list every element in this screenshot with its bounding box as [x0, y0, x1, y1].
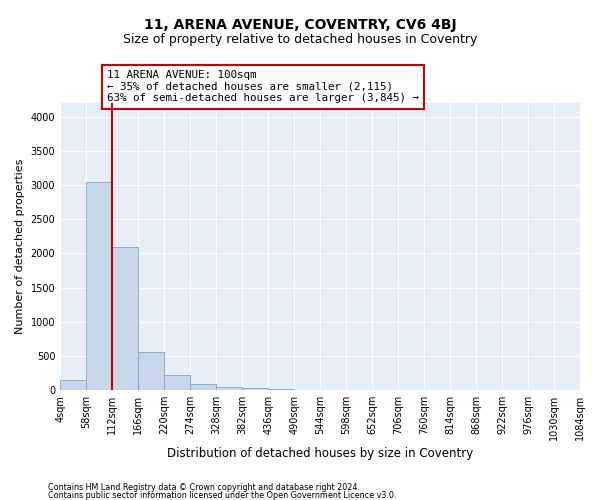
Y-axis label: Number of detached properties: Number of detached properties [15, 159, 25, 334]
Text: Size of property relative to detached houses in Coventry: Size of property relative to detached ho… [123, 32, 477, 46]
Text: Contains public sector information licensed under the Open Government Licence v3: Contains public sector information licen… [48, 491, 397, 500]
Text: 11, ARENA AVENUE, COVENTRY, CV6 4BJ: 11, ARENA AVENUE, COVENTRY, CV6 4BJ [143, 18, 457, 32]
X-axis label: Distribution of detached houses by size in Coventry: Distribution of detached houses by size … [167, 447, 473, 460]
Bar [190, 384, 216, 390]
Bar [112, 246, 138, 390]
Bar [268, 388, 294, 390]
Bar [86, 182, 112, 390]
Bar [60, 380, 86, 390]
Bar [138, 352, 164, 390]
Bar [164, 375, 190, 390]
Text: Contains HM Land Registry data © Crown copyright and database right 2024.: Contains HM Land Registry data © Crown c… [48, 484, 360, 492]
Bar [216, 386, 242, 390]
Text: 11 ARENA AVENUE: 100sqm
← 35% of detached houses are smaller (2,115)
63% of semi: 11 ARENA AVENUE: 100sqm ← 35% of detache… [107, 70, 419, 103]
Bar [242, 388, 268, 390]
